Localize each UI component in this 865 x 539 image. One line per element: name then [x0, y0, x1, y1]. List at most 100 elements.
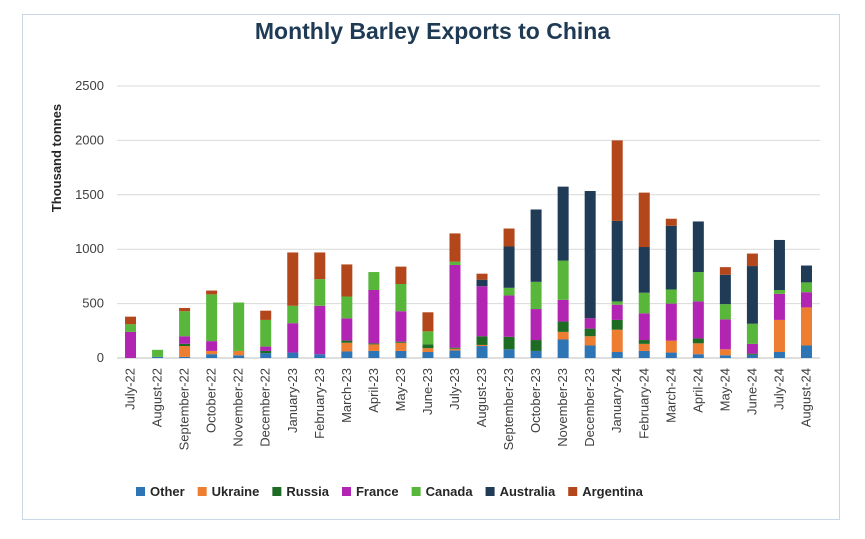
x-tick-label: January-24	[609, 368, 624, 433]
x-tick-label: July-24	[771, 368, 786, 410]
bar-segment	[233, 350, 245, 356]
bar-segment	[773, 239, 785, 290]
bar-segment	[503, 228, 515, 247]
bar-segment	[314, 279, 326, 306]
bar-segment	[206, 354, 218, 358]
bar-segment	[260, 353, 272, 358]
bar-segment	[584, 336, 596, 346]
chart-title: Monthly Barley Exports to China	[254, 18, 611, 44]
bar-segment	[800, 282, 812, 293]
bar-segment	[557, 299, 569, 322]
bar-segment	[719, 304, 731, 320]
x-tick-label: March-23	[339, 368, 354, 423]
bar-segment	[179, 343, 191, 347]
x-tick-label: May-24	[717, 368, 732, 411]
bar-segment	[422, 312, 434, 332]
bar-segment	[584, 345, 596, 358]
bar-segment	[611, 301, 623, 305]
legend-swatch	[272, 487, 282, 496]
x-tick-label: September-23	[501, 368, 516, 450]
bar-segment	[800, 292, 812, 308]
x-tick-label: December-23	[582, 368, 597, 447]
legend-label: Other	[150, 484, 185, 499]
bar-segment	[503, 295, 515, 337]
bar-segment	[476, 273, 488, 280]
y-tick-label: 2000	[75, 132, 104, 147]
bar-segment	[233, 302, 245, 351]
x-tick-label: December-22	[258, 368, 273, 447]
bar-segment	[395, 284, 407, 312]
bar-segment	[422, 348, 434, 353]
x-tick-label: March-24	[663, 368, 678, 423]
bar-segment	[368, 272, 380, 290]
x-tick-label: August-24	[798, 368, 813, 427]
bar-segment	[746, 323, 758, 344]
bar-segment	[422, 352, 434, 358]
legend-label: Canada	[426, 484, 474, 499]
bar-segment	[260, 350, 272, 354]
bar-segment	[746, 354, 758, 358]
bar-segment	[287, 252, 299, 306]
x-tick-label: January-23	[285, 368, 300, 433]
x-tick-label: June-23	[420, 368, 435, 415]
bar-segment	[719, 349, 731, 356]
bar-segment	[206, 290, 218, 295]
bar-segment	[179, 336, 191, 344]
x-tick-label: September-22	[177, 368, 192, 450]
bar-segment	[314, 252, 326, 280]
bar-segment	[287, 323, 299, 353]
bar-segment	[719, 319, 731, 350]
x-tick-label: October-22	[204, 368, 219, 433]
bar-segment	[557, 186, 569, 261]
bar-segment	[233, 355, 245, 358]
bar-segment	[341, 264, 353, 297]
bar-segment	[314, 305, 326, 355]
bar-segment	[557, 339, 569, 358]
bar-segment	[611, 352, 623, 358]
y-tick-label: 2500	[75, 78, 104, 93]
x-tick-label: August-22	[150, 368, 165, 427]
x-tick-label: February-23	[312, 368, 327, 439]
bar-segment	[638, 247, 650, 293]
bar-segment	[368, 290, 380, 344]
bar-segment	[314, 354, 326, 358]
bar-segment	[692, 338, 704, 344]
x-tick-label: April-23	[366, 368, 381, 413]
bar-segment	[179, 307, 191, 312]
bar-segment	[746, 353, 758, 355]
bar-segment	[395, 341, 407, 343]
bar-segment	[179, 356, 191, 358]
x-tick-label: February-24	[636, 368, 651, 439]
bar-segment	[449, 348, 461, 351]
bar-segment	[476, 344, 488, 347]
bar-segment	[449, 350, 461, 358]
bar-segment	[449, 264, 461, 348]
bar-segment	[611, 140, 623, 221]
x-tick-label: July-23	[447, 368, 462, 410]
y-tick-label: 1000	[75, 241, 104, 256]
bar-segment	[179, 311, 191, 337]
bar-segment	[638, 343, 650, 351]
y-tick-label: 500	[82, 296, 104, 311]
bar-segment	[476, 286, 488, 337]
bar-segment	[665, 218, 677, 226]
bar-segment	[125, 331, 137, 358]
bar-segment	[530, 209, 542, 282]
bar-segment	[503, 336, 515, 350]
legend-label: Australia	[500, 484, 556, 499]
bar-segment	[746, 343, 758, 354]
bar-segment	[665, 289, 677, 304]
legend-swatch	[136, 487, 145, 496]
bar-segment	[719, 355, 731, 358]
bar-segment	[746, 253, 758, 267]
bar-segment	[638, 340, 650, 344]
legend-label: Ukraine	[212, 484, 260, 499]
bar-segment	[152, 356, 164, 358]
bar-segment	[530, 350, 542, 358]
bar-segment	[476, 336, 488, 345]
bar-segment	[476, 346, 488, 358]
bar-segment	[368, 350, 380, 358]
legend-swatch	[197, 487, 207, 496]
bar-segment	[287, 305, 299, 324]
